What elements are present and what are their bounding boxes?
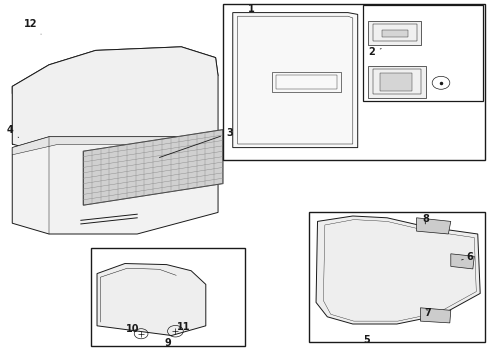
Text: 3: 3 — [159, 128, 233, 157]
Polygon shape — [233, 13, 358, 148]
Polygon shape — [12, 47, 218, 101]
Polygon shape — [451, 254, 474, 269]
Polygon shape — [380, 73, 412, 91]
Text: 11: 11 — [177, 322, 191, 332]
Polygon shape — [12, 137, 218, 155]
Text: 12: 12 — [24, 19, 41, 34]
Bar — [91, 248, 245, 346]
Polygon shape — [368, 66, 426, 98]
Text: 1: 1 — [247, 4, 254, 14]
Polygon shape — [12, 137, 218, 234]
Polygon shape — [368, 21, 421, 45]
Polygon shape — [316, 216, 480, 324]
Text: 9: 9 — [165, 338, 172, 348]
Polygon shape — [83, 130, 223, 205]
Text: 5: 5 — [363, 335, 370, 345]
Text: 4: 4 — [6, 125, 19, 138]
Text: 10: 10 — [125, 324, 139, 334]
Bar — [363, 5, 483, 101]
Polygon shape — [97, 264, 206, 336]
Polygon shape — [420, 308, 451, 323]
Bar — [309, 212, 485, 342]
Bar — [223, 4, 485, 160]
Polygon shape — [382, 30, 408, 37]
Polygon shape — [416, 218, 451, 234]
Text: 7: 7 — [424, 308, 431, 318]
Text: 2: 2 — [368, 47, 381, 57]
Text: 6: 6 — [462, 252, 473, 262]
Polygon shape — [12, 47, 218, 155]
Text: 8: 8 — [422, 214, 429, 224]
